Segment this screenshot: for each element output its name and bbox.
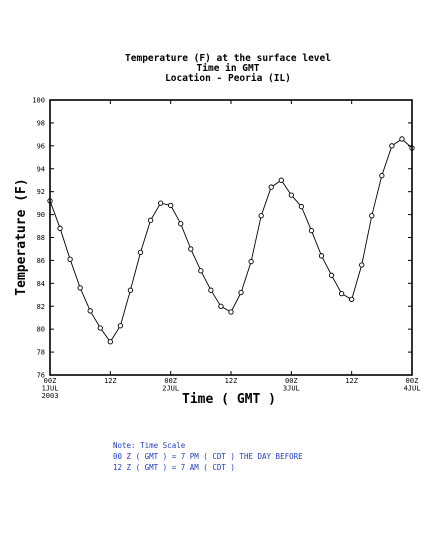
data-point [298,203,305,210]
data-point [188,246,194,252]
y-axis: 76 78 80 82 84 86 88 90 92 94 96 98 100 [32,97,412,380]
data-point [57,225,63,231]
data-point [87,308,93,314]
y-tick-label: 100 [32,97,45,105]
data-point [238,289,244,296]
x-tick-label: 2JUL [162,385,179,393]
x-tick-label: 00Z [285,377,298,385]
data-point [349,296,355,303]
data-point [137,249,144,256]
data-point [198,268,204,274]
time-scale-note-line-3: 12 Z ( GMT ) = 7 AM ( CDT ) [113,463,235,472]
data-point [168,202,174,209]
data-point [258,213,264,219]
x-tick-label: 12Z [104,377,117,385]
x-tick-label: 00Z [406,377,419,385]
y-tick-label: 98 [37,119,45,127]
data-point [318,253,325,259]
data-point [178,221,184,227]
time-scale-note-line-1: Note: Time Scale [113,441,186,450]
data-point [389,143,395,149]
data-point [107,339,113,345]
x-tick-label: 4JUL [404,385,421,393]
y-tick-label: 84 [37,280,45,288]
y-tick-label: 90 [37,211,45,219]
data-point [218,303,224,309]
data-point [399,136,405,142]
x-axis-label: Time ( GMT ) [182,392,276,407]
data-point [248,258,254,265]
data-point [369,213,375,219]
data-point [67,256,73,262]
data-point [117,323,124,329]
data-point [308,227,315,234]
data-point [208,287,214,293]
y-tick-label: 94 [37,165,45,173]
data-point [127,287,134,293]
data-point [147,217,154,223]
x-tick-label: 2003 [42,392,59,400]
data-markers [47,136,415,345]
data-point [338,290,345,297]
x-tick-label: 00Z [44,377,57,385]
chart-title-line-3: Location - Peoria (IL) [165,73,291,84]
x-tick-label: 00Z [164,377,177,385]
y-tick-label: 88 [37,234,45,242]
x-tick-label: 1JUL [42,385,59,393]
data-point [228,309,234,315]
chart-title-line-2: Time in GMT [197,63,260,74]
time-scale-note-line-2: 00 Z ( GMT ) = 7 PM ( CDT ) THE DAY BEFO… [113,452,303,461]
chart-title-block: Temperature (F) at the surface level Tim… [125,53,331,84]
y-tick-label: 96 [37,142,45,150]
chart-title-line-1: Temperature (F) at the surface level [125,53,331,64]
data-point [97,325,103,331]
data-point [379,172,385,179]
y-axis-label: Temperature (F) [14,178,29,295]
y-tick-label: 86 [37,257,45,265]
y-tick-label: 92 [37,188,45,196]
x-tick-label: 12Z [345,377,358,385]
y-tick-label: 82 [37,303,45,311]
data-point [157,200,164,206]
data-point [359,262,365,268]
plot-frame [49,99,413,376]
data-point [288,192,294,198]
x-tick-label: 12Z [225,377,238,385]
y-tick-label: 76 [37,372,45,380]
y-tick-label: 78 [37,349,45,357]
data-point [268,184,274,190]
data-point [328,272,335,278]
y-tick-label: 80 [37,326,45,334]
data-point [77,285,83,291]
data-point [278,177,284,183]
x-tick-label: 3JUL [283,385,300,393]
